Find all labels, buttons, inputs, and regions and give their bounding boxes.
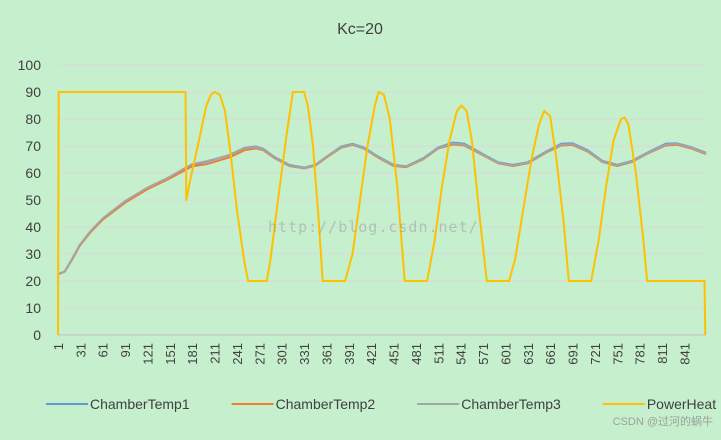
series-line-chambertemp3 <box>57 142 707 276</box>
y-tick-label: 50 <box>25 192 41 208</box>
y-tick-label: 0 <box>33 327 41 343</box>
y-tick-label: 20 <box>25 273 41 289</box>
y-tick-label: 30 <box>25 246 41 262</box>
legend-label-powerheat: PowerHeat <box>647 396 716 412</box>
x-tick-label: 511 <box>431 343 446 364</box>
x-tick-label: 421 <box>364 343 379 365</box>
x-tick-label: 721 <box>588 343 603 365</box>
y-tick-label: 90 <box>25 84 41 100</box>
x-tick-label: 751 <box>610 343 625 365</box>
x-tick-label: 661 <box>543 343 558 365</box>
y-tick-label: 10 <box>25 300 41 316</box>
x-tick-label: 211 <box>208 343 223 364</box>
series-line-powerheat <box>57 91 707 336</box>
x-tick-label: 91 <box>118 343 133 357</box>
x-tick-label: 631 <box>521 343 536 365</box>
x-tick-label: 31 <box>73 343 88 357</box>
x-tick-label: 541 <box>454 343 469 365</box>
x-tick-label: 181 <box>185 343 200 365</box>
x-tick-label: 361 <box>319 343 334 365</box>
legend-label-chambertemp1: ChamberTemp1 <box>90 396 190 412</box>
x-tick-label: 601 <box>498 343 513 365</box>
x-tick-label: 391 <box>342 343 357 365</box>
x-tick-label: 271 <box>252 343 267 365</box>
y-tick-label: 80 <box>25 111 41 127</box>
credit-text: CSDN @过河的蜗牛 <box>612 416 713 428</box>
chart-title: Kc=20 <box>337 21 383 38</box>
legend-label-chambertemp3: ChamberTemp3 <box>461 396 561 412</box>
x-tick-label: 481 <box>409 343 424 365</box>
x-tick-label: 301 <box>275 343 290 365</box>
y-tick-label: 60 <box>25 165 41 181</box>
x-tick-label: 451 <box>387 343 402 365</box>
y-tick-label: 100 <box>18 57 42 73</box>
x-tick-label: 1 <box>51 343 66 350</box>
x-tick-label: 151 <box>163 343 178 365</box>
x-tick-label: 61 <box>96 343 111 357</box>
x-tick-label: 811 <box>655 343 670 364</box>
x-tick-label: 691 <box>566 343 581 365</box>
x-tick-label: 331 <box>297 343 312 365</box>
x-tick-label: 241 <box>230 343 245 365</box>
watermark-text: http://blog.csdn.net/ <box>268 218 479 236</box>
x-tick-label: 841 <box>677 343 692 365</box>
legend-label-chambertemp2: ChamberTemp2 <box>276 396 376 412</box>
y-tick-label: 70 <box>25 138 41 154</box>
x-tick-label: 121 <box>140 343 155 365</box>
x-tick-label: 781 <box>633 343 648 365</box>
x-tick-label: 571 <box>476 343 491 365</box>
y-tick-label: 40 <box>25 219 41 235</box>
